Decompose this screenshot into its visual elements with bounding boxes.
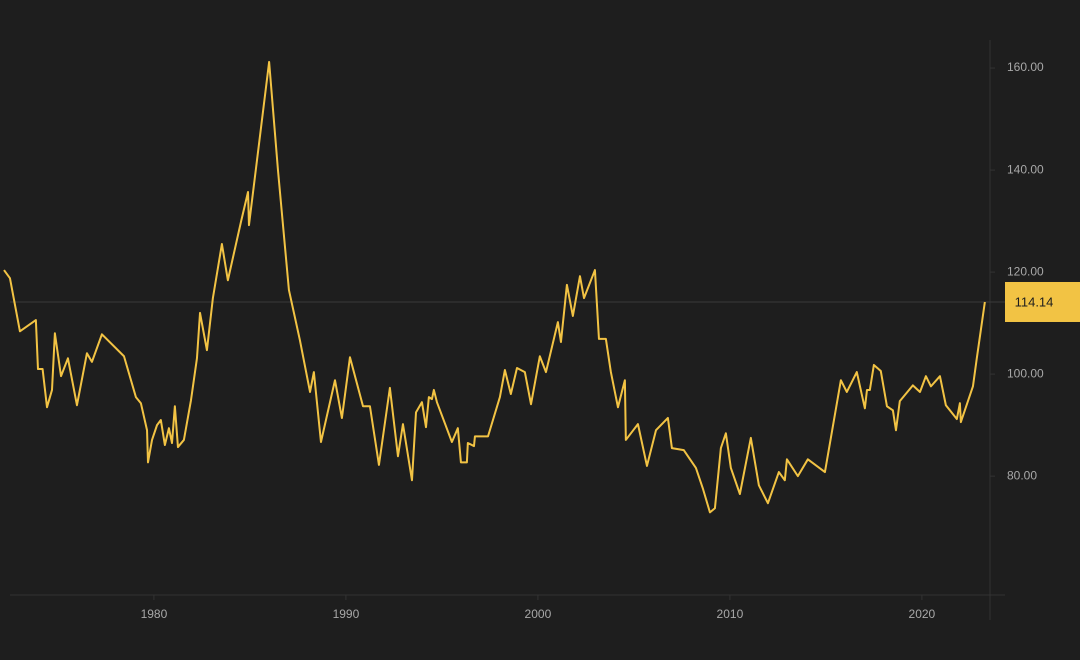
current-value-label: 114.14 <box>1015 294 1054 309</box>
x-tick-label: 2020 <box>909 607 936 621</box>
y-tick-label: 120.00 <box>1007 264 1044 278</box>
y-tick-label: 100.00 <box>1007 366 1044 380</box>
price-line <box>3 60 986 514</box>
x-tick-label: 2000 <box>525 607 552 621</box>
x-tick-label: 2010 <box>717 607 744 621</box>
current-value-box <box>1005 281 1080 322</box>
y-tick-label: 140.00 <box>1007 162 1044 176</box>
x-tick-label: 1990 <box>333 607 360 621</box>
x-tick-label: 1980 <box>141 607 168 621</box>
y-tick-label: 160.00 <box>1007 60 1044 74</box>
y-tick-label: 80.00 <box>1007 468 1037 482</box>
